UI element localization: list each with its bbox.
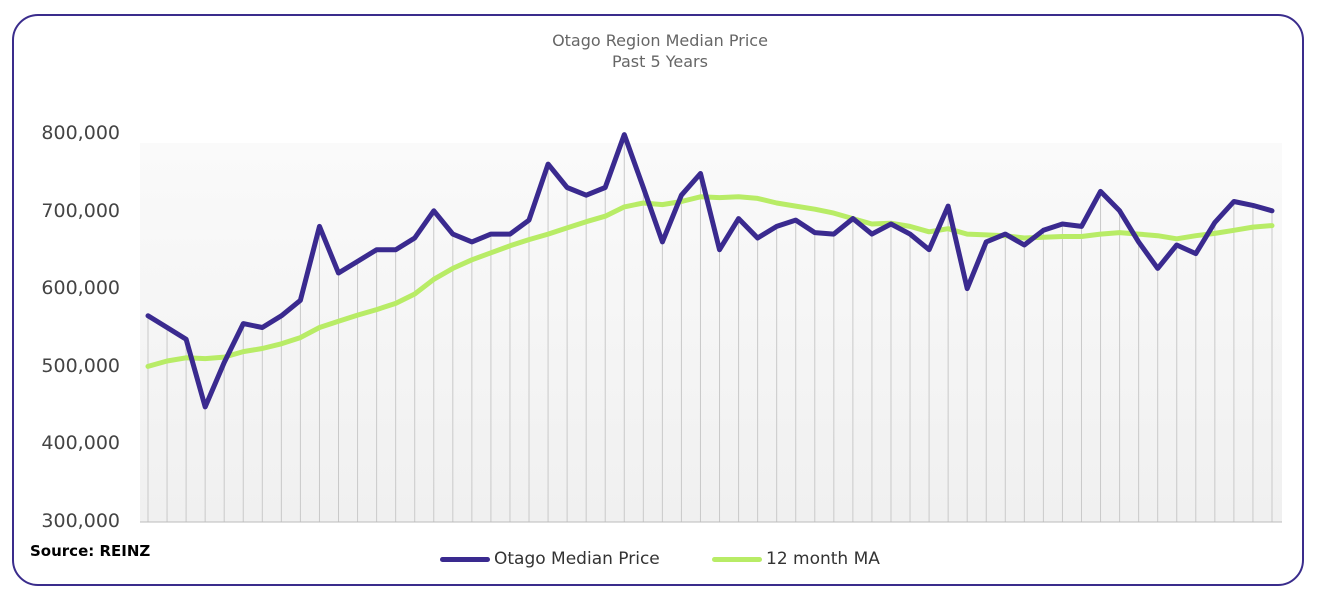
y-tick-label: 500,000: [41, 355, 120, 377]
series-lines: [145, 132, 1275, 410]
series-line-12-month-ma: [145, 194, 1275, 369]
y-tick-label: 700,000: [41, 200, 120, 222]
chart-subtitle: Past 5 Years: [612, 52, 708, 71]
series-line-median-price: [145, 132, 1275, 410]
legend-swatch-median: [440, 556, 490, 562]
chart-title: Otago Region Median Price: [552, 31, 768, 50]
y-tick-label: 600,000: [41, 277, 120, 299]
source-label: Source: REINZ: [30, 542, 151, 560]
legend-item-ma: 12 month MA: [712, 549, 880, 569]
y-tick-label: 300,000: [41, 510, 120, 532]
y-tick-label: 800,000: [41, 122, 120, 144]
legend-swatch-ma: [712, 556, 762, 562]
y-tick-label: 400,000: [41, 432, 120, 454]
legend-item-median: Otago Median Price: [440, 549, 660, 569]
legend-label-ma: 12 month MA: [766, 549, 880, 569]
legend-label-median: Otago Median Price: [494, 549, 660, 569]
grid-lines: [147, 134, 1273, 522]
